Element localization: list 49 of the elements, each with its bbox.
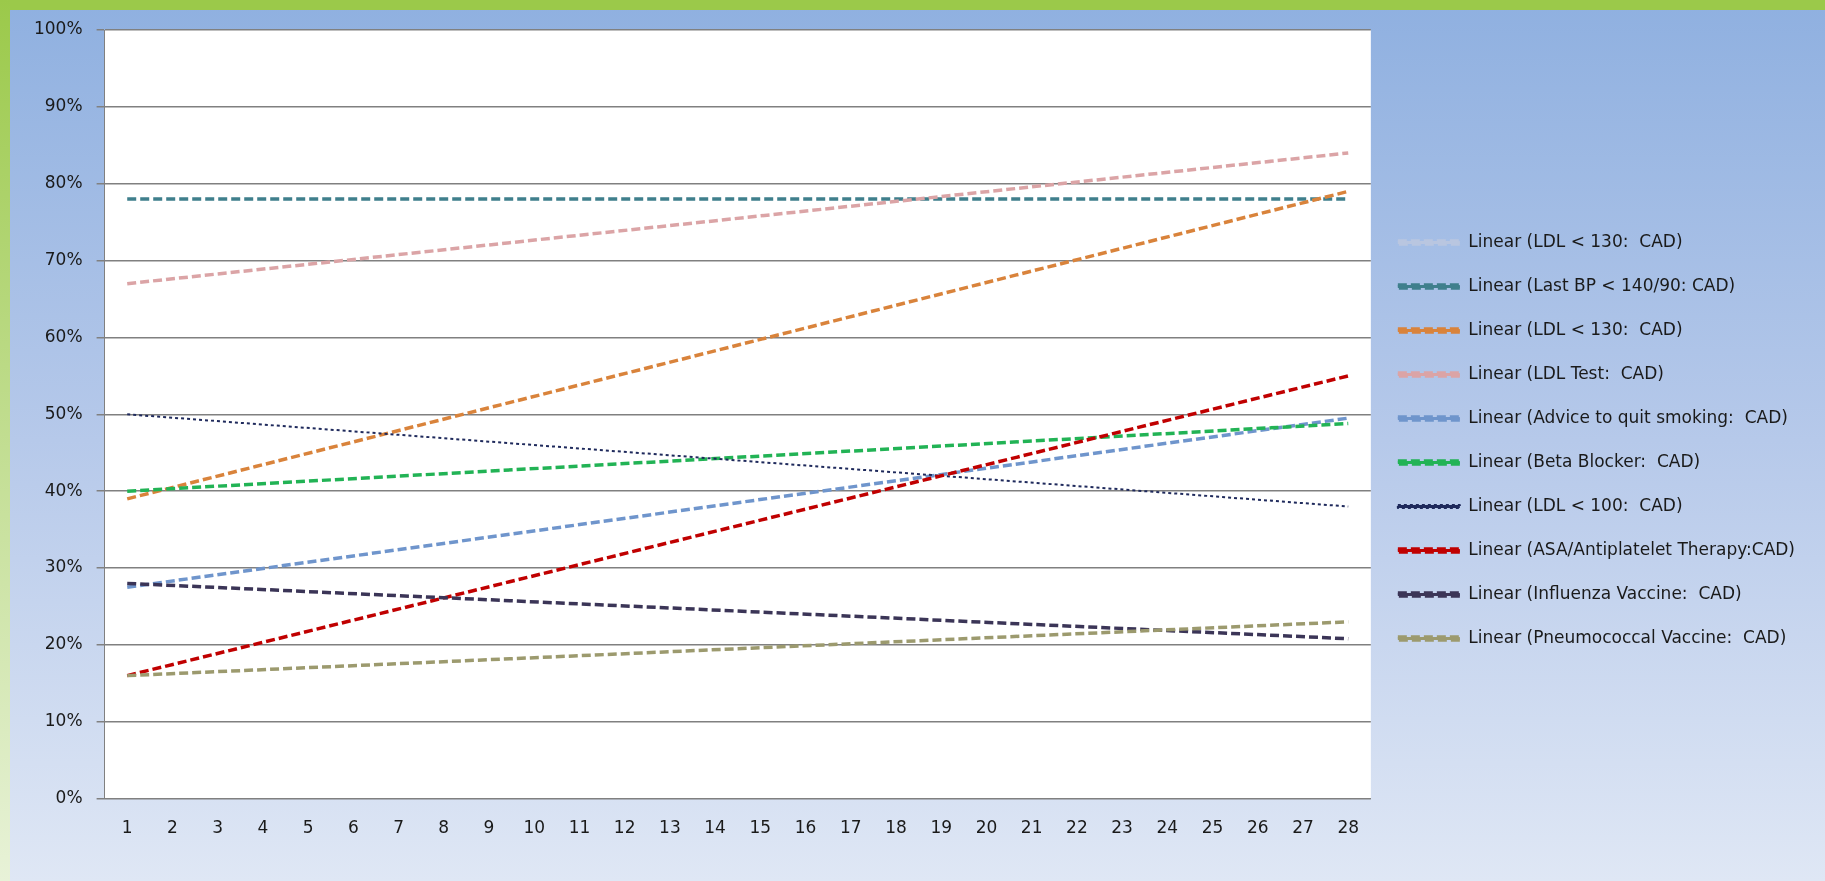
x-tick-label: 9 <box>483 817 495 838</box>
x-tick-label: 13 <box>659 817 681 838</box>
y-tick-label: 30% <box>44 556 83 577</box>
legend-label: Linear (ASA/Antiplatelet Therapy:CAD) <box>1468 538 1795 559</box>
x-tick-label: 8 <box>438 817 450 838</box>
x-tick-label: 10 <box>523 817 546 838</box>
x-tick-label: 23 <box>1111 817 1133 838</box>
x-tick-label: 21 <box>1020 817 1043 838</box>
x-tick-label: 7 <box>393 817 404 838</box>
x-tick-label: 2 <box>167 817 178 838</box>
y-tick-label: 70% <box>44 249 83 269</box>
x-tick-label: 12 <box>613 817 636 838</box>
x-tick-label: 16 <box>794 817 817 838</box>
y-tick-label: 10% <box>44 710 83 731</box>
legend-label: Linear (Last BP < 140/90: CAD) <box>1468 274 1736 295</box>
y-tick-label: 100% <box>33 18 83 39</box>
x-tick-label: 3 <box>212 817 224 838</box>
legend-label: Linear (Pneumococcal Vaccine: CAD) <box>1468 626 1787 647</box>
x-tick-label: 22 <box>1066 817 1088 838</box>
x-tick-label: 26 <box>1246 817 1269 838</box>
x-tick-label: 6 <box>347 817 359 838</box>
x-tick-label: 28 <box>1337 817 1360 838</box>
x-tick-label: 4 <box>257 817 269 838</box>
y-tick-label: 50% <box>44 402 83 423</box>
legend-label: Linear (Advice to quit smoking: CAD) <box>1468 406 1788 427</box>
y-tick-label: 60% <box>44 325 83 346</box>
y-tick-label: 80% <box>44 172 83 193</box>
y-tick-label: 90% <box>44 95 83 116</box>
x-tick-label: 18 <box>885 817 907 838</box>
x-tick-label: 5 <box>302 817 314 838</box>
x-tick-label: 24 <box>1156 817 1179 838</box>
x-tick-label: 17 <box>839 817 862 838</box>
x-tick-label: 14 <box>704 817 726 838</box>
y-tick-label: 20% <box>44 633 83 654</box>
x-tick-label: 1 <box>121 817 133 838</box>
y-tick-label: 0% <box>55 787 83 808</box>
legend-label: Linear (LDL < 130: CAD) <box>1468 318 1683 339</box>
x-tick-label: 25 <box>1201 817 1224 838</box>
x-tick-label: 15 <box>749 817 772 838</box>
legend-label: Linear (LDL Test: CAD) <box>1468 362 1664 383</box>
x-tick-label: 20 <box>975 817 998 838</box>
x-tick-label: 27 <box>1292 817 1314 838</box>
x-tick-label: 19 <box>930 817 953 838</box>
legend-label: Linear (Influenza Vaccine: CAD) <box>1468 582 1742 603</box>
y-tick-label: 40% <box>44 479 83 500</box>
legend-label: Linear (LDL < 100: CAD) <box>1468 494 1683 515</box>
x-tick-label: 11 <box>568 817 591 838</box>
legend-label: Linear (LDL < 130: CAD) <box>1468 230 1683 251</box>
legend-label: Linear (Beta Blocker: CAD) <box>1468 450 1701 471</box>
